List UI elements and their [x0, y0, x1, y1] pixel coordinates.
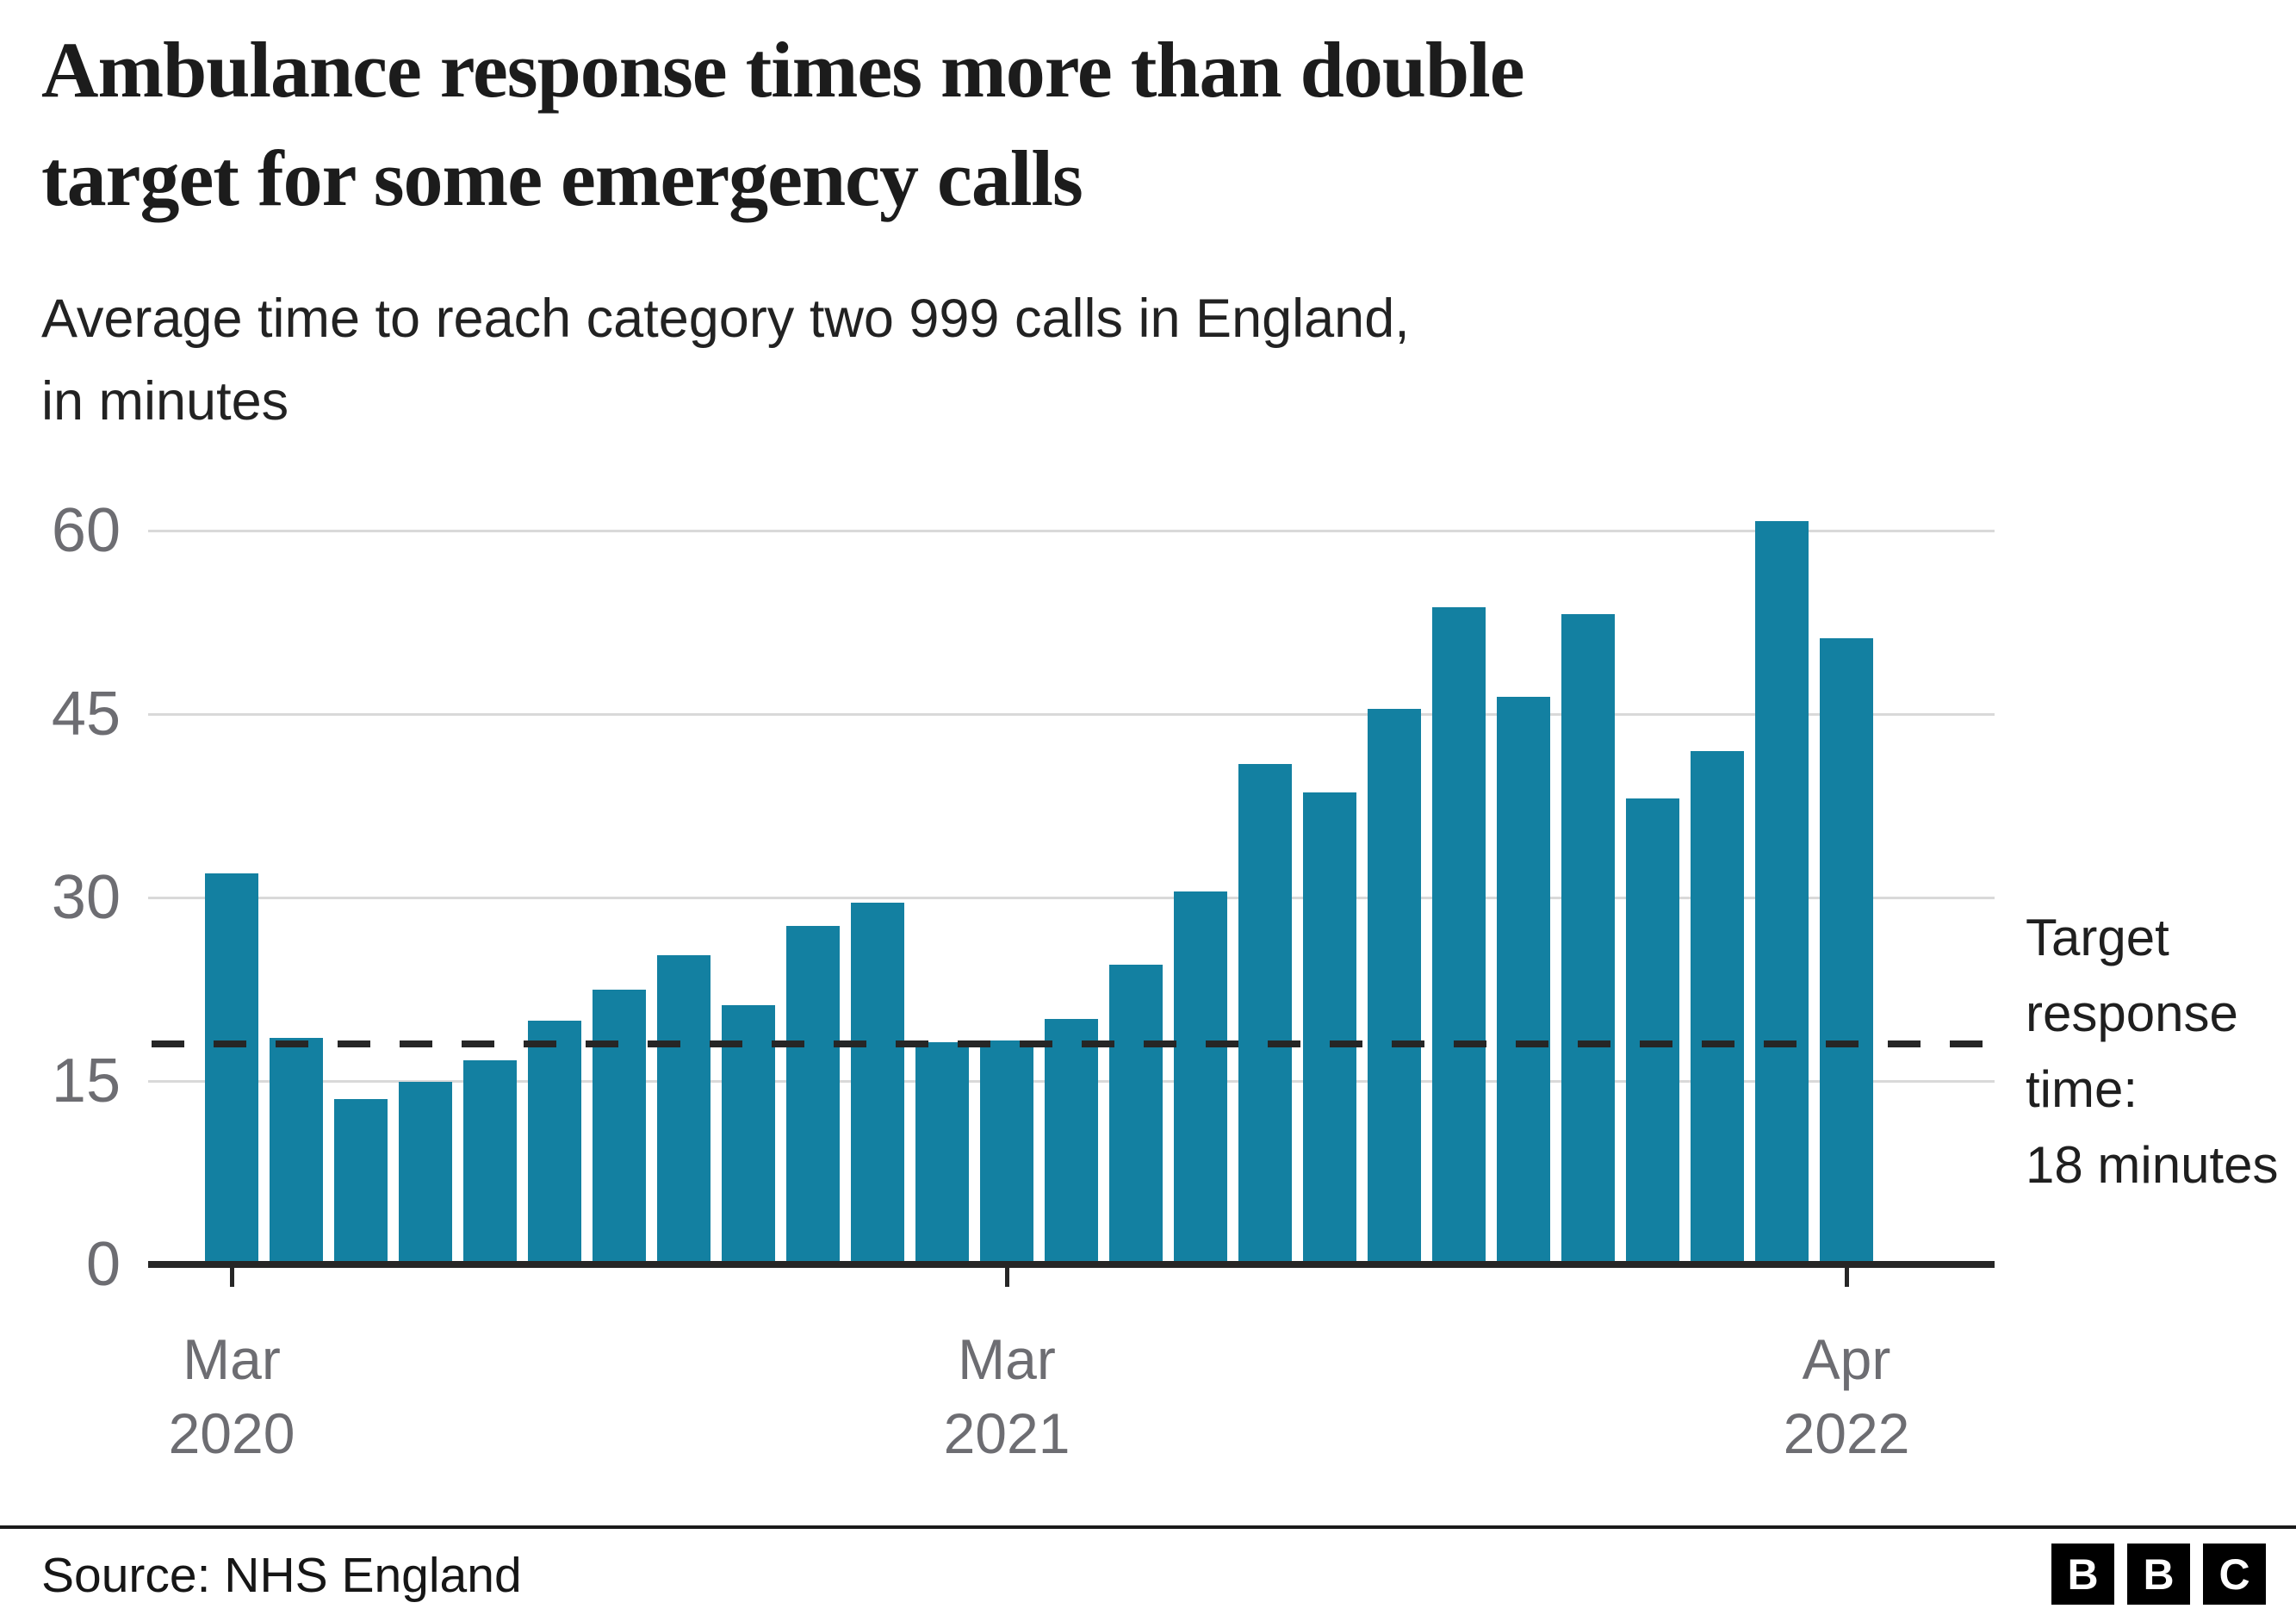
x-label-year: 2022: [1783, 1401, 1910, 1465]
bar-apr-2022: [1820, 637, 1873, 1264]
y-axis-label-45: 45: [51, 680, 121, 748]
y-axis-label-15: 15: [51, 1047, 121, 1115]
title-line-1: Ambulance response times more than doubl…: [41, 26, 1525, 114]
annotation-line-4: 18 minutes: [2026, 1136, 2279, 1194]
bbc-logo-block-b: B: [2051, 1544, 2114, 1605]
gridline-60: [148, 529, 1995, 532]
footer-divider: [0, 1525, 2296, 1529]
annotation-line-3: time:: [2026, 1060, 2138, 1118]
bar-may-2021: [1109, 965, 1163, 1264]
gridline-30: [148, 896, 1995, 899]
target-dashed-line: [152, 1040, 1995, 1048]
bar-jan-2022: [1626, 798, 1679, 1264]
bar-mar-2022: [1755, 520, 1809, 1264]
page-title: Ambulance response times more than doubl…: [41, 16, 2246, 233]
source-caption: Source: NHS England: [41, 1548, 522, 1603]
x-label-year: 2020: [168, 1401, 295, 1465]
x-tick-apr-2022: [1844, 1268, 1849, 1287]
x-tick-mar-2020: [229, 1268, 234, 1287]
chart-subtitle: Average time to reach category two 999 c…: [41, 277, 2246, 443]
bar-jun-2021: [1174, 891, 1227, 1264]
bar-jul-2020: [463, 1059, 517, 1264]
bar-aug-2021: [1303, 792, 1356, 1264]
bar-sep-2021: [1368, 709, 1421, 1264]
title-line-2: target for some emergency calls: [41, 134, 1083, 222]
gridline-45: [148, 712, 1995, 716]
x-label-month: Mar: [958, 1327, 1056, 1391]
x-label-month: Mar: [183, 1327, 281, 1391]
subtitle-line-1: Average time to reach category two 999 c…: [41, 289, 1410, 349]
bar-dec-2021: [1561, 613, 1615, 1264]
y-axis-label-60: 60: [51, 496, 121, 565]
bar-may-2020: [334, 1099, 388, 1264]
bar-mar-2020: [205, 873, 258, 1264]
bbc-logo-block-c: C: [2203, 1544, 2266, 1605]
bar-nov-2021: [1497, 697, 1550, 1264]
x-axis-line: [148, 1261, 1995, 1268]
x-tick-mar-2021: [1004, 1268, 1009, 1287]
annotation-line-1: Target: [2026, 909, 2169, 966]
x-axis-label-mar-2021: Mar 2021: [878, 1322, 1136, 1470]
bar-apr-2020: [270, 1038, 323, 1264]
bar-oct-2021: [1432, 607, 1486, 1264]
subtitle-line-2: in minutes: [41, 371, 289, 432]
annotation-line-2: response: [2026, 985, 2238, 1042]
bar-aug-2020: [528, 1021, 581, 1264]
bar-mar-2021: [980, 1040, 1033, 1264]
x-label-year: 2021: [943, 1401, 1070, 1465]
bar-oct-2020: [657, 954, 711, 1264]
bar-jun-2020: [399, 1082, 452, 1264]
y-axis-label-0: 0: [85, 1230, 121, 1299]
bar-apr-2021: [1045, 1018, 1098, 1264]
plot-area: [148, 520, 1995, 1287]
target-annotation: Target response time: 18 minutes: [2026, 900, 2294, 1203]
bar-sep-2020: [593, 989, 646, 1264]
x-label-month: Apr: [1802, 1327, 1891, 1391]
bar-series: [205, 520, 1873, 1264]
bar-feb-2022: [1691, 750, 1744, 1264]
x-axis-label-mar-2020: Mar 2020: [102, 1322, 361, 1470]
bar-feb-2021: [915, 1041, 969, 1264]
bar-jul-2021: [1238, 764, 1292, 1264]
y-axis-label-30: 30: [51, 863, 121, 932]
bar-dec-2020: [786, 925, 840, 1264]
bar-jan-2021: [851, 902, 904, 1264]
bar-nov-2020: [722, 1004, 775, 1264]
bbc-logo-block-b: B: [2127, 1544, 2190, 1605]
x-axis-label-apr-2022: Apr 2022: [1717, 1322, 1976, 1470]
